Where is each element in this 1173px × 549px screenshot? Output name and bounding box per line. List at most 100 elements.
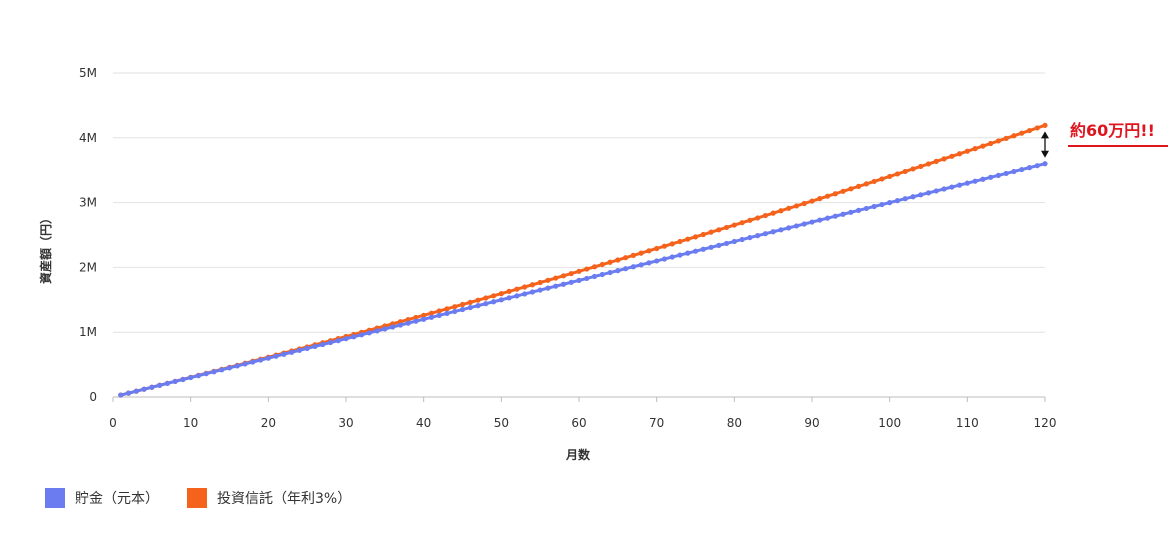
data-point — [747, 217, 753, 223]
legend-label-investment: 投資信託（年利3%） — [217, 491, 352, 507]
data-point — [436, 312, 442, 318]
legend-item-savings[interactable]: 貯金（元本） — [45, 488, 159, 508]
data-point — [157, 382, 163, 388]
data-point — [832, 191, 838, 197]
data-point — [685, 250, 691, 256]
data-point — [972, 178, 978, 184]
data-point — [623, 255, 629, 261]
data-point — [879, 201, 885, 208]
data-point — [289, 349, 295, 355]
data-point — [615, 257, 621, 263]
data-point — [770, 229, 776, 235]
data-point — [918, 192, 924, 198]
data-point — [250, 359, 256, 365]
grid-lines — [113, 72, 1045, 398]
data-point — [988, 174, 994, 180]
data-point — [1042, 122, 1048, 128]
data-point — [576, 268, 582, 274]
data-point — [374, 328, 380, 334]
data-point — [824, 215, 831, 221]
data-point — [840, 188, 846, 194]
data-point — [452, 308, 458, 315]
data-point — [755, 233, 761, 239]
data-point — [723, 240, 730, 247]
data-point — [273, 353, 279, 359]
data-point — [964, 148, 970, 154]
data-point — [863, 181, 869, 187]
data-point — [786, 205, 792, 211]
data-point — [413, 314, 419, 321]
x-tick-label: 90 — [804, 416, 819, 430]
data-point — [700, 231, 706, 238]
series-line-investment — [120, 123, 1046, 397]
data-point — [708, 229, 714, 235]
data-point — [902, 196, 908, 202]
data-point — [739, 236, 745, 243]
data-point — [809, 219, 815, 225]
x-tick-label: 110 — [956, 416, 979, 430]
data-point — [390, 324, 396, 330]
data-point — [692, 248, 699, 254]
arrowhead-up-icon — [1041, 131, 1049, 139]
y-tick-label: 3M — [79, 196, 97, 210]
data-point — [848, 186, 854, 192]
data-point — [149, 384, 155, 390]
data-point — [413, 318, 419, 324]
data-point — [537, 279, 543, 286]
data-point — [1042, 161, 1048, 167]
data-point — [568, 279, 574, 285]
data-point — [529, 282, 536, 288]
data-point — [956, 151, 963, 157]
data-point — [607, 269, 613, 276]
data-point — [444, 306, 450, 312]
data-point — [226, 365, 233, 371]
data-point — [879, 176, 885, 182]
data-point — [615, 268, 621, 274]
data-point — [475, 303, 481, 309]
data-point — [421, 316, 427, 322]
legend-swatch-savings — [45, 488, 65, 508]
legend-item-investment[interactable]: 投資信託（年利3%） — [187, 488, 351, 508]
data-point — [428, 310, 435, 316]
data-point — [382, 326, 388, 332]
data-point — [452, 304, 458, 310]
data-point — [638, 250, 644, 256]
data-point — [856, 207, 862, 213]
data-point — [887, 200, 893, 206]
data-point — [195, 373, 202, 379]
data-point — [553, 283, 559, 289]
data-point — [421, 312, 427, 318]
data-point — [778, 208, 784, 214]
data-point — [980, 143, 986, 149]
data-point — [584, 275, 590, 282]
data-point — [623, 266, 629, 272]
data-point — [257, 357, 264, 363]
data-point — [599, 261, 605, 268]
data-point — [925, 190, 932, 196]
data-point — [786, 225, 792, 231]
data-point — [661, 243, 668, 249]
data-point — [584, 266, 590, 272]
series-layer — [118, 122, 1048, 398]
difference-annotation: 約60万円!! — [1070, 121, 1155, 140]
y-tick-label: 1M — [79, 325, 97, 339]
data-point — [972, 146, 978, 152]
data-point — [910, 194, 916, 200]
x-tick-label: 40 — [416, 416, 431, 430]
data-point — [801, 200, 807, 207]
data-point — [933, 188, 939, 194]
y-tick-label: 4M — [79, 131, 97, 145]
x-tick-label: 20 — [261, 416, 276, 430]
data-point — [840, 211, 846, 217]
data-point — [793, 203, 800, 209]
data-point — [483, 301, 489, 307]
data-point — [918, 163, 924, 170]
data-point — [949, 184, 955, 190]
data-point — [483, 295, 489, 301]
data-point — [809, 198, 815, 204]
x-tick-label: 10 — [183, 416, 198, 430]
data-point — [933, 158, 939, 164]
data-point — [848, 209, 854, 215]
data-point — [1019, 130, 1025, 136]
